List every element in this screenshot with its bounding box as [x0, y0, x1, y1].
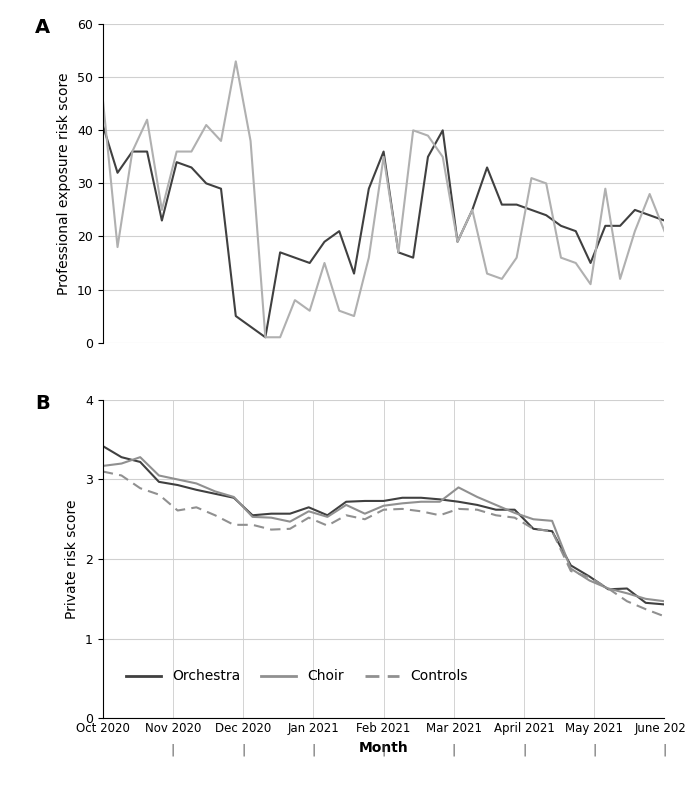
Text: B: B	[36, 394, 50, 412]
Text: |: |	[662, 743, 667, 756]
Text: |: |	[311, 743, 316, 756]
Text: |: |	[522, 743, 526, 756]
Text: |: |	[451, 743, 456, 756]
Text: |: |	[171, 743, 175, 756]
Y-axis label: Professional exposure risk score: Professional exposure risk score	[58, 72, 71, 295]
X-axis label: Month: Month	[359, 741, 408, 755]
Text: |: |	[592, 743, 597, 756]
Text: A: A	[36, 18, 51, 37]
Y-axis label: Private risk score: Private risk score	[66, 500, 79, 619]
Text: |: |	[241, 743, 245, 756]
Legend: Orchestra, Choir, Controls: Orchestra, Choir, Controls	[121, 664, 473, 689]
Text: |: |	[382, 743, 386, 756]
